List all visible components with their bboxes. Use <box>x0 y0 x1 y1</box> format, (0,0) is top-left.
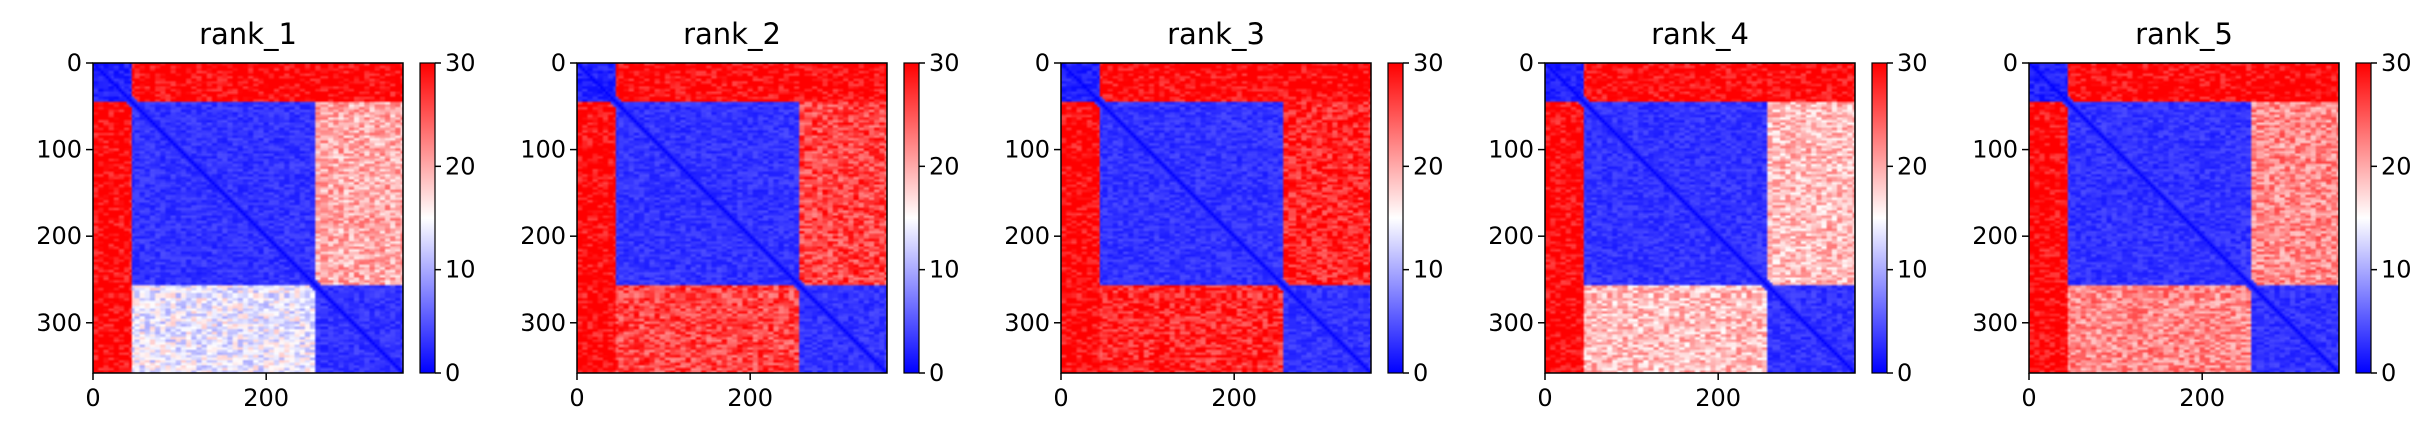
colorbar <box>1387 62 1404 374</box>
x-tick-label: 0 <box>569 384 584 412</box>
y-tick-label: 300 <box>1004 309 1050 337</box>
colorbar <box>1871 62 1888 374</box>
colorbar-tick-label: 30 <box>445 49 476 77</box>
heatmap-frame <box>2028 62 2340 374</box>
colorbar-tick-label: 10 <box>1413 256 1444 284</box>
heatmap-panel-2: rank_2 0 100 200 300 0 200 0 10 20 30 <box>520 17 959 412</box>
x-tick-label: 0 <box>1537 384 1552 412</box>
colorbar <box>419 62 436 374</box>
heatmap-frame <box>1060 62 1372 374</box>
colorbar-tick-label: 20 <box>1897 152 1928 180</box>
y-tick-label: 300 <box>1972 309 2018 337</box>
heatmap-image <box>577 63 887 373</box>
y-tick-label: 100 <box>36 136 82 164</box>
colorbar-tick-label: 30 <box>929 49 960 77</box>
panel-title: rank_2 <box>683 17 781 51</box>
colorbar-tick-label: 20 <box>929 152 960 180</box>
y-tick-label: 100 <box>1972 136 2018 164</box>
colorbar-tick-label: 20 <box>1413 152 1444 180</box>
colorbar-tick-label: 30 <box>2381 49 2412 77</box>
panel-title: rank_5 <box>2135 17 2233 51</box>
heatmap-panel-5: rank_5 0 100 200 300 0 200 0 10 20 30 <box>1972 17 2411 412</box>
heatmap-image <box>1545 63 1855 373</box>
colorbar-tick-label: 0 <box>1897 359 1912 387</box>
colorbar-tick-label: 30 <box>1413 49 1444 77</box>
heatmap-image <box>1061 63 1371 373</box>
y-tick-label: 0 <box>1035 49 1050 77</box>
x-tick-label: 200 <box>2179 384 2225 412</box>
panel-title: rank_4 <box>1651 17 1749 51</box>
colorbar-tick-label: 10 <box>1897 256 1928 284</box>
colorbar-tick-label: 20 <box>445 152 476 180</box>
colorbar-tick-label: 0 <box>445 359 460 387</box>
heatmap-panel-4: rank_4 0 100 200 300 0 200 0 10 20 30 <box>1488 17 1927 412</box>
y-tick-label: 200 <box>1004 222 1050 250</box>
y-tick-label: 100 <box>520 136 566 164</box>
colorbar-tick-label: 0 <box>2381 359 2396 387</box>
x-tick-label: 0 <box>2021 384 2036 412</box>
x-tick-label: 200 <box>1695 384 1741 412</box>
colorbar-tick-label: 10 <box>445 256 476 284</box>
colorbar-tick-label: 0 <box>1413 359 1428 387</box>
x-tick-label: 0 <box>85 384 100 412</box>
colorbar-tick-label: 30 <box>1897 49 1928 77</box>
heatmap-panel-1: rank_1 0 100 200 300 0 200 0 10 20 30 <box>36 17 475 412</box>
y-tick-label: 0 <box>2003 49 2018 77</box>
colorbar <box>2355 62 2372 374</box>
y-tick-label: 0 <box>551 49 566 77</box>
x-tick-label: 200 <box>1211 384 1257 412</box>
y-tick-label: 200 <box>1972 222 2018 250</box>
heatmap-panel-3: rank_3 0 100 200 300 0 200 0 10 20 30 <box>1004 17 1443 412</box>
y-tick-label: 100 <box>1488 136 1534 164</box>
y-tick-label: 300 <box>36 309 82 337</box>
colorbar <box>903 62 920 374</box>
y-tick-label: 200 <box>1488 222 1534 250</box>
colorbar-tick-label: 0 <box>929 359 944 387</box>
y-tick-label: 200 <box>36 222 82 250</box>
y-tick-label: 300 <box>1488 309 1534 337</box>
y-tick-label: 200 <box>520 222 566 250</box>
y-tick-label: 0 <box>67 49 82 77</box>
heatmap-frame <box>1544 62 1856 374</box>
y-tick-label: 100 <box>1004 136 1050 164</box>
y-tick-label: 0 <box>1519 49 1534 77</box>
panel-title: rank_1 <box>199 17 297 51</box>
y-tick-label: 300 <box>520 309 566 337</box>
x-tick-label: 200 <box>727 384 773 412</box>
heatmap-frame <box>576 62 888 374</box>
x-tick-label: 200 <box>243 384 289 412</box>
colorbar-tick-label: 20 <box>2381 152 2412 180</box>
heatmap-frame <box>92 62 404 374</box>
panel-title: rank_3 <box>1167 17 1265 51</box>
heatmap-image <box>2029 63 2339 373</box>
colorbar-tick-label: 10 <box>929 256 960 284</box>
x-tick-label: 0 <box>1053 384 1068 412</box>
colorbar-tick-label: 10 <box>2381 256 2412 284</box>
heatmap-image <box>93 63 403 373</box>
